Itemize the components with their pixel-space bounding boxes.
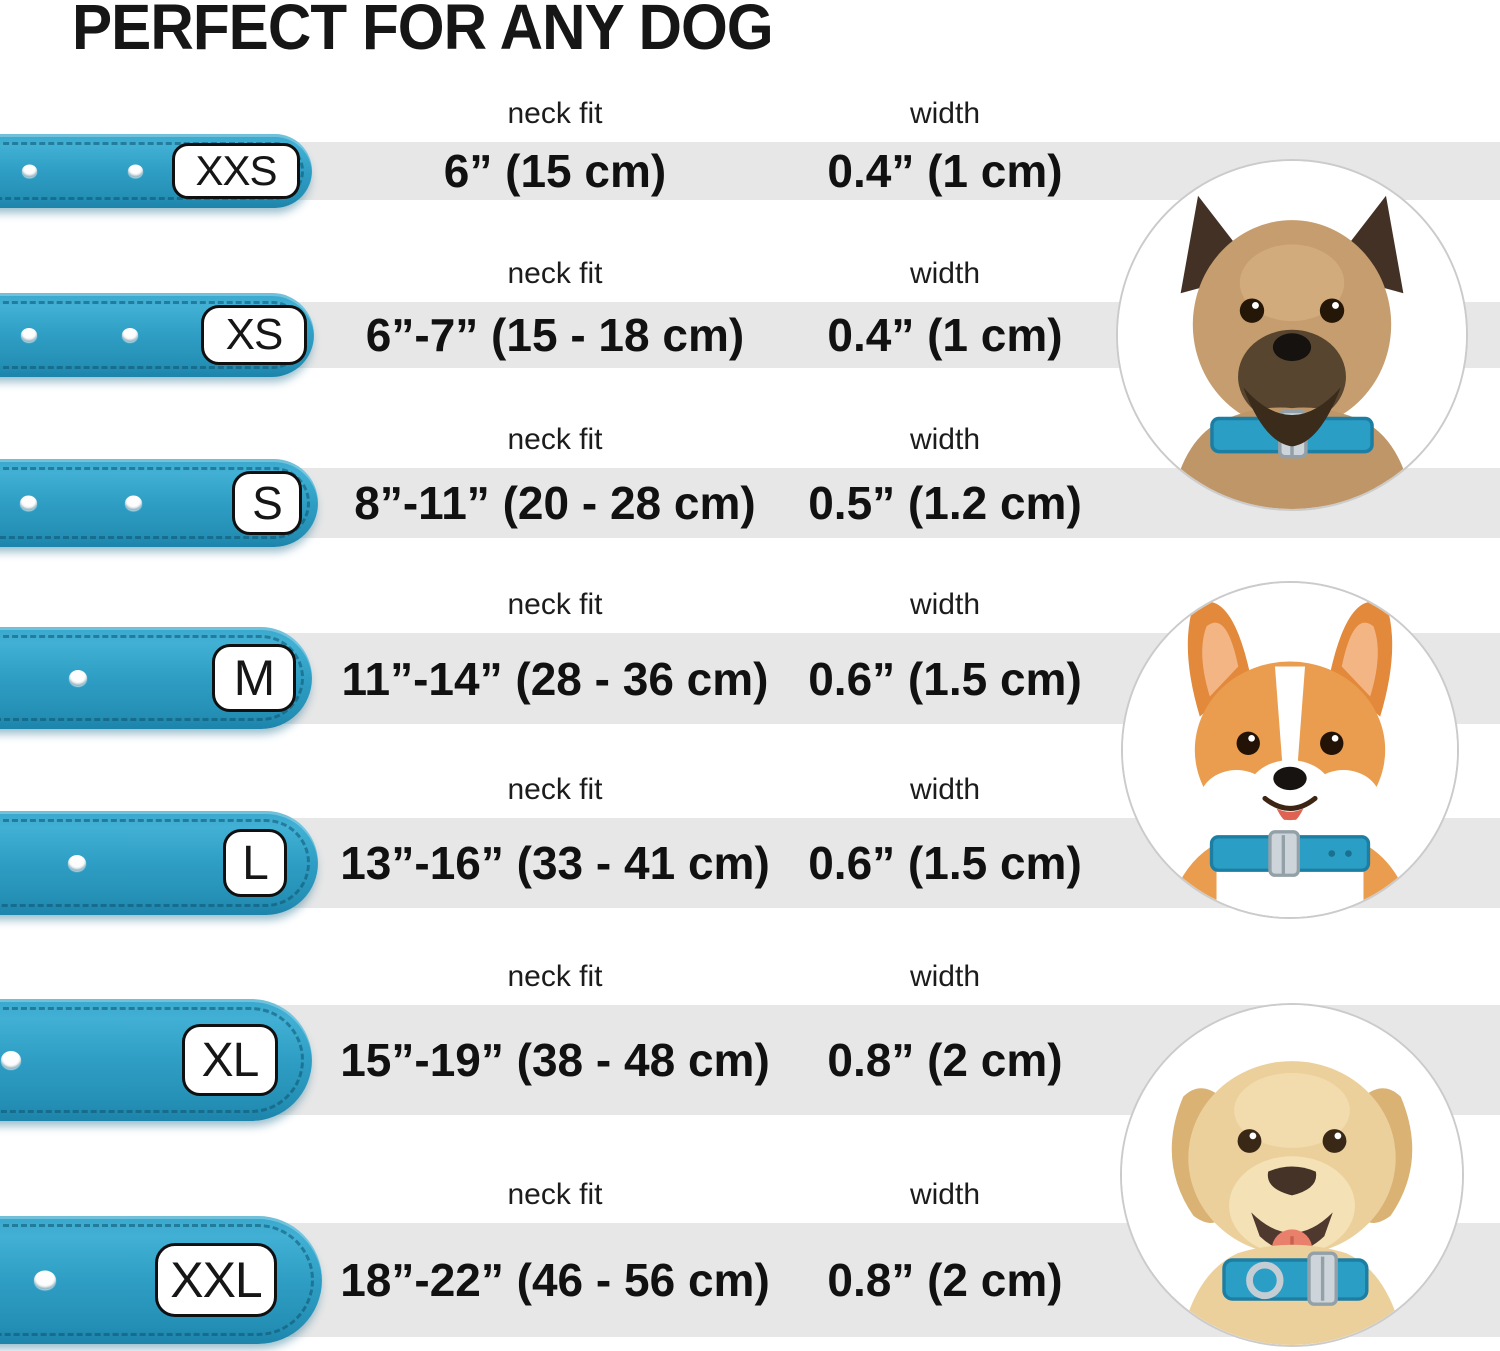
collar-graphic: XXL <box>0 1216 322 1344</box>
terrier-illustration <box>1118 161 1466 509</box>
neck-fit-value: 13”-16” (33 - 41 cm) <box>340 837 770 889</box>
width-value: 0.8” (2 cm) <box>827 1254 1063 1306</box>
neck-fit-header: neck fit <box>507 257 603 290</box>
size-row-xxs: neck fit width XXS 6” (15 cm) 0.4” (1 cm… <box>0 97 1500 208</box>
size-tag: L <box>223 829 287 897</box>
neck-fit-header: neck fit <box>507 1178 603 1211</box>
size-tag: XXS <box>172 143 300 199</box>
collar-graphic: S <box>0 459 318 547</box>
width-header: width <box>909 773 981 806</box>
size-tag: S <box>232 471 302 535</box>
collar-graphic: L <box>0 811 318 915</box>
collar-hole <box>128 164 143 178</box>
size-tag: XS <box>201 305 307 365</box>
collar-hole <box>21 328 37 342</box>
neck-fit-header: neck fit <box>507 97 603 130</box>
collar-hole <box>22 164 37 178</box>
collar-hole <box>1 1051 21 1069</box>
collar-stitching <box>0 467 310 539</box>
neck-fit-header: neck fit <box>507 773 603 806</box>
width-header: width <box>909 1178 981 1211</box>
collar-hole <box>125 495 142 511</box>
collar-graphic: XL <box>0 999 312 1121</box>
neck-fit-header: neck fit <box>507 588 603 621</box>
neck-fit-value: 11”-14” (28 - 36 cm) <box>341 652 769 705</box>
collar-stitching <box>0 1007 304 1113</box>
labrador-illustration <box>1122 1005 1462 1345</box>
width-header: width <box>909 588 981 621</box>
page-title: PERFECT FOR ANY DOG <box>72 0 774 63</box>
collar-hole <box>122 328 138 342</box>
collar-hole <box>20 495 37 511</box>
collar-stitching <box>0 635 304 721</box>
width-value: 0.6” (1.5 cm) <box>808 652 1082 705</box>
neck-fit-value: 6” (15 cm) <box>443 145 667 197</box>
neck-fit-value: 15”-19” (38 - 48 cm) <box>340 1034 770 1086</box>
collar-stitching <box>0 819 310 907</box>
size-tag: XL <box>182 1024 278 1096</box>
corgi-illustration <box>1123 583 1457 917</box>
medium-dog-photo <box>1121 581 1459 919</box>
size-tag: M <box>212 644 296 712</box>
collar-graphic: M <box>0 627 312 729</box>
width-header: width <box>909 960 981 993</box>
width-header: width <box>909 257 981 290</box>
neck-fit-header: neck fit <box>507 960 603 993</box>
width-value: 0.5” (1.2 cm) <box>808 477 1082 529</box>
collar-graphic: XXS <box>0 134 312 208</box>
collar-hole <box>69 670 87 686</box>
collar-stitching <box>0 142 304 200</box>
collar-graphic: XS <box>0 293 314 377</box>
width-value: 0.8” (2 cm) <box>827 1034 1063 1086</box>
large-dog-photo <box>1120 1003 1464 1347</box>
collar-hole <box>34 1270 56 1290</box>
collar-hole <box>68 855 86 871</box>
width-header: width <box>909 423 981 456</box>
collar-stitching <box>0 1224 314 1336</box>
neck-fit-value: 8”-11” (20 - 28 cm) <box>354 477 756 529</box>
width-value: 0.4” (1 cm) <box>827 145 1063 197</box>
neck-fit-value: 18”-22” (46 - 56 cm) <box>340 1254 770 1306</box>
neck-fit-header: neck fit <box>507 423 603 456</box>
width-value: 0.6” (1.5 cm) <box>808 837 1082 889</box>
neck-fit-value: 6”-7” (15 - 18 cm) <box>365 309 745 361</box>
size-tag: XXL <box>155 1243 277 1317</box>
width-value: 0.4” (1 cm) <box>827 309 1063 361</box>
small-dog-photo <box>1116 159 1468 511</box>
size-row-s: neck fit width S 8”-11” (20 - 28 cm) 0.5… <box>0 423 1500 547</box>
width-header: width <box>909 97 981 130</box>
